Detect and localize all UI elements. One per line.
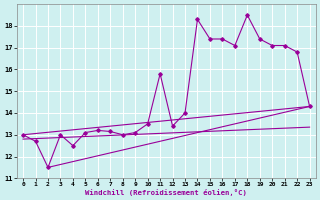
- X-axis label: Windchill (Refroidissement éolien,°C): Windchill (Refroidissement éolien,°C): [85, 189, 247, 196]
